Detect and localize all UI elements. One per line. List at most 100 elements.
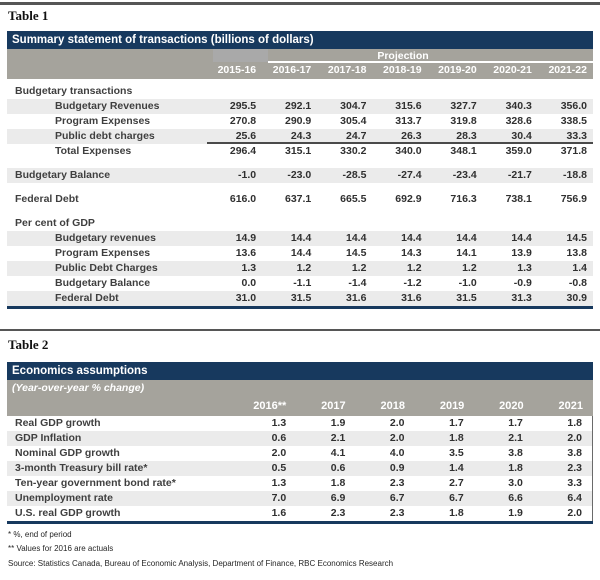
cell-value: 1.3	[517, 262, 532, 274]
cell-value: 31.5	[456, 292, 477, 304]
cell-value: 1.8	[567, 417, 583, 429]
cell-value: 340.3	[505, 100, 532, 112]
cell-value: 3.0	[508, 477, 523, 489]
summary-transactions-table: Summary statement of transactions (billi…	[7, 31, 593, 309]
cell-value: 14.5	[566, 232, 587, 244]
cell-value: 0.6	[271, 432, 287, 444]
cell-value: 0.5	[271, 462, 287, 474]
cell-value: 26.3	[401, 130, 422, 142]
row-label: Budgetary transactions	[15, 85, 133, 97]
projection-underline	[268, 61, 593, 63]
cell-value: 13.9	[511, 247, 532, 259]
projection-header: Projection	[377, 50, 429, 62]
year-column-header: 2021	[558, 400, 583, 412]
cell-value: -23.0	[287, 169, 312, 181]
row-label: Total Expenses	[55, 145, 132, 157]
cell-value: 305.4	[340, 115, 367, 127]
table-row: Budgetary revenues 14.9 14.4 14.4 14.4 14.4 14…	[7, 231, 593, 246]
cell-value: 2.3	[389, 477, 405, 489]
cell-value: 0.0	[241, 277, 257, 289]
row-label: Budgetary Balance	[55, 277, 151, 289]
cell-value: 1.3	[241, 262, 257, 274]
cell-value: 1.8	[449, 432, 464, 444]
table-row: 3-month Treasury bill rate* 0.5 0.6 0.9 1.4 1…	[7, 461, 592, 476]
table-row: Budgetary Balance 0.0 -1.1 -1.4 -1.2 -1.0 -0.9…	[7, 276, 593, 291]
table1-title-bar: Summary statement of transactions (billi…	[7, 31, 593, 49]
cell-value: 1.2	[296, 262, 312, 274]
source-line: Source: Statistics Canada, Bureau of Eco…	[8, 559, 394, 568]
row-label: Public Debt Charges	[55, 262, 158, 274]
row-label: Federal Debt	[55, 292, 119, 304]
cell-value: 1.3	[271, 477, 287, 489]
cell-value: 31.6	[401, 292, 422, 304]
cell-value: -0.9	[513, 277, 532, 289]
cell-value: 319.8	[450, 115, 477, 127]
table2-caption: Table 2	[8, 337, 49, 352]
cell-value: 0.6	[330, 462, 346, 474]
table-row: Total Expenses 296.4 315.1 330.2 340.0 348.1 3…	[7, 144, 593, 159]
cell-value: 25.6	[235, 130, 257, 142]
cell-value: 31.5	[290, 292, 312, 304]
year-column-header: 2018-19	[383, 64, 422, 76]
row-label: Program Expenses	[55, 247, 151, 259]
cell-value: 716.3	[450, 193, 477, 205]
header-spacer-cell	[213, 49, 268, 62]
cell-value: 738.1	[505, 193, 532, 205]
cell-value: 14.9	[235, 232, 257, 244]
cell-value: 14.4	[290, 247, 312, 259]
year-column-header: 2020-21	[493, 64, 532, 76]
cell-value: 14.4	[345, 232, 367, 244]
footnote-end-of-period: * %, end of period	[8, 530, 72, 539]
row-spacer	[7, 159, 593, 168]
row-label-column-spacer	[7, 62, 207, 79]
cell-value: -27.4	[397, 169, 422, 181]
cell-value: 327.7	[450, 100, 477, 112]
cell-value: 692.9	[395, 193, 422, 205]
table-row: Public Debt Charges 1.3 1.2 1.2 1.2 1.2 1.3 1.4	[7, 261, 593, 276]
cell-value: 637.1	[285, 193, 312, 205]
cell-value: 330.2	[340, 145, 367, 157]
table-row: Budgetary Revenues 295.5 292.1 304.7 315.6 32…	[7, 99, 593, 114]
cell-value: 2.3	[389, 507, 405, 519]
cell-value: 356.0	[560, 100, 587, 112]
row-label: U.S. real GDP growth	[15, 507, 121, 519]
cell-value: -1.2	[403, 277, 422, 289]
footnote-2016-actuals: ** Values for 2016 are actuals	[8, 544, 114, 553]
cell-value: 14.4	[290, 232, 312, 244]
row-spacer	[7, 183, 593, 192]
cell-value: 6.7	[449, 492, 464, 504]
table-row: Program Expenses 13.6 14.4 14.5 14.3 14.1 13.9…	[7, 246, 593, 261]
row-label-column-spacer	[7, 397, 237, 416]
cell-value: 1.2	[406, 262, 422, 274]
cell-value: 2.3	[330, 507, 346, 519]
cell-value: 1.6	[271, 507, 287, 519]
table1-header-band: Projection 2015-16 2016-17 2017-18 2018-19 2…	[7, 49, 593, 79]
cell-value: 14.4	[456, 232, 477, 244]
cell-value: 30.9	[566, 292, 587, 304]
cell-value: 4.1	[330, 447, 346, 459]
row-spacer	[7, 207, 593, 216]
table-row: Federal Debt 31.0 31.5 31.6 31.6 31.5 31.3 30.9	[7, 291, 593, 306]
table1-body: Budgetary transactions Budgetary Revenues…	[7, 79, 593, 306]
table-row: Nominal GDP growth 2.0 4.1 4.0 3.5 3.8 3.8	[7, 446, 592, 461]
cell-value: 616.0	[229, 193, 257, 205]
cell-value: 6.4	[567, 492, 583, 504]
cell-value: -0.8	[568, 277, 587, 289]
table-row: Public debt charges 25.6 24.3 24.7 26.3 28.3 3…	[7, 129, 593, 144]
cell-value: 2.3	[567, 462, 583, 474]
table2-body: Real GDP growth 1.3 1.9 2.0 1.7 1.7 1.8 GDP Inf…	[7, 416, 593, 521]
cell-value: 2.7	[449, 477, 464, 489]
cell-value: 1.4	[449, 462, 464, 474]
cell-value: 1.2	[351, 262, 367, 274]
cell-value: 371.8	[560, 145, 587, 157]
row-label: Budgetary Revenues	[55, 100, 160, 112]
cell-value: 31.0	[235, 292, 257, 304]
table2-header-band: (Year-over-year % change) 2016** 2017 2018…	[7, 380, 593, 416]
table-row: GDP Inflation 0.6 2.1 2.0 1.8 2.1 2.0	[7, 431, 592, 446]
table-row: Unemployment rate 7.0 6.9 6.7 6.7 6.6 6.4	[7, 491, 592, 506]
row-label: Ten-year government bond rate*	[15, 477, 176, 489]
cell-value: 315.1	[285, 145, 312, 157]
year-column-header: 2015-16	[217, 64, 257, 76]
cell-value: 1.4	[572, 262, 587, 274]
cell-value: 13.8	[566, 247, 587, 259]
